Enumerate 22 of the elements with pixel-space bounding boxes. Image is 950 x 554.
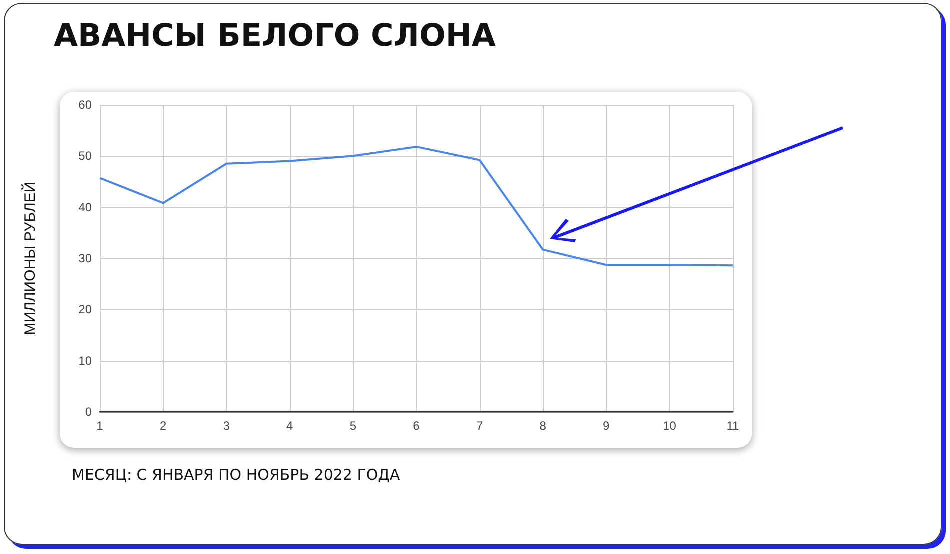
y-tick-label: 30 — [78, 252, 92, 266]
y-tick-label: 50 — [78, 149, 92, 164]
line-series — [99, 146, 734, 267]
x-tick-label: 1 — [96, 419, 104, 433]
x-tick-label: 8 — [540, 419, 547, 433]
y-tick-label: 40 — [78, 200, 92, 214]
x-tick-label: 11 — [726, 419, 740, 433]
y-tick-label: 0 — [85, 405, 92, 419]
x-tick-label: 5 — [350, 419, 357, 433]
x-tick-label: 6 — [413, 419, 420, 433]
x-axis-title: МЕСЯЦ: С ЯНВАРЯ ПО НОЯБРЬ 2022 ГОДА — [72, 466, 400, 484]
y-tick-label: 60 — [78, 98, 92, 112]
x-tick-label: 3 — [223, 419, 230, 433]
x-tick-label: 7 — [476, 419, 484, 433]
y-tick-label: 10 — [78, 354, 92, 368]
x-tick-label: 2 — [160, 419, 167, 433]
y-axis-title: МИЛЛИОНЫ РУБЛЕЙ — [21, 182, 39, 336]
y-tick-label: 20 — [78, 302, 92, 317]
x-tick-label: 10 — [663, 419, 677, 433]
chart-title: АВАНСЫ БЕЛОГО СЛОНА — [54, 18, 496, 54]
x-tick-label: 4 — [286, 419, 294, 433]
x-tick-label: 9 — [603, 419, 610, 433]
